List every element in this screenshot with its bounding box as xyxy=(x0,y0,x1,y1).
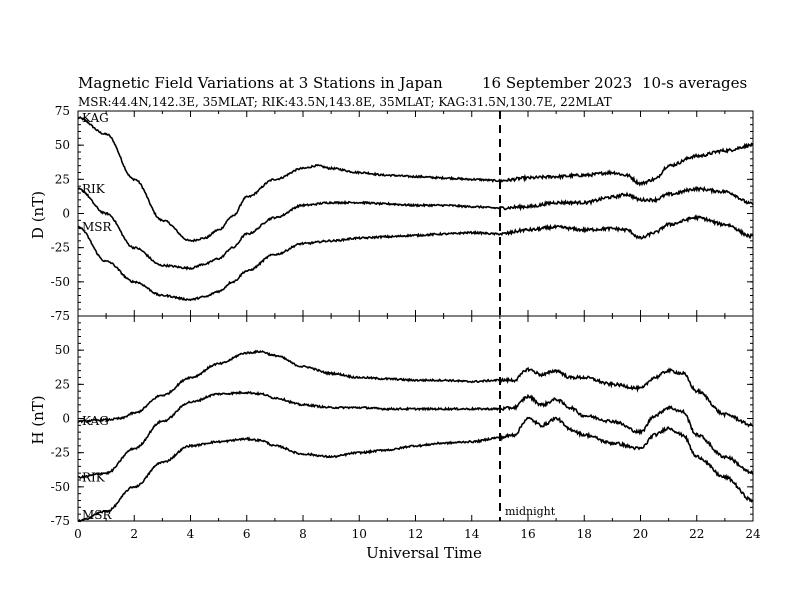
y-tick-label: -75 xyxy=(51,309,70,323)
series-line-D-MSR xyxy=(77,214,754,302)
x-tick-label: 20 xyxy=(633,527,648,541)
series-label-RIK: RIK xyxy=(82,182,106,196)
x-tick-label: 10 xyxy=(352,527,367,541)
y-tick-label: 75 xyxy=(55,104,70,118)
x-tick-label: 14 xyxy=(464,527,480,541)
y-tick-label: 0 xyxy=(62,207,70,221)
d-axis-label: D (nT) xyxy=(29,191,47,239)
y-tick-label: 50 xyxy=(55,343,70,357)
stations-line: MSR:44.4N,142.3E, 35MLAT; RIK:43.5N,143.… xyxy=(78,95,612,109)
x-tick-label: 4 xyxy=(187,527,195,541)
series-label-MSR: MSR xyxy=(82,220,113,234)
series-line-H-MSR xyxy=(78,416,754,523)
midnight-label: midnight xyxy=(505,505,556,518)
series-line-H-RIK xyxy=(77,390,754,480)
x-axis-label: Universal Time xyxy=(366,544,482,562)
h-axis-label: H (nT) xyxy=(29,395,47,444)
y-tick-label: 25 xyxy=(55,172,70,186)
x-tick-label: 22 xyxy=(689,527,704,541)
series-line-D-KAG xyxy=(77,116,754,243)
x-tick-label: 18 xyxy=(577,527,592,541)
x-tick-label: 6 xyxy=(243,527,251,541)
series-label-MSR: MSR xyxy=(82,508,113,522)
series-layer: KAG RIK MSR KAG RIK MSR xyxy=(77,111,754,523)
d-panel-frame xyxy=(77,110,754,317)
chart-averaging: 10-s averages xyxy=(642,74,747,92)
y-tick-label: -75 xyxy=(51,514,70,528)
x-tick-label: 12 xyxy=(408,527,423,541)
series-label-RIK: RIK xyxy=(82,470,106,484)
y-tick-label: 0 xyxy=(62,412,70,426)
series-line-D-RIK xyxy=(77,185,754,271)
y-tick-label: -50 xyxy=(51,275,70,289)
x-tick-label: 24 xyxy=(745,527,761,541)
series-label-KAG: KAG xyxy=(82,414,109,428)
x-tick-label: 0 xyxy=(74,527,82,541)
y-tick-label: -25 xyxy=(51,241,70,255)
x-tick-label: 2 xyxy=(130,527,138,541)
series-label-KAG: KAG xyxy=(82,111,109,125)
y-tick-label: -25 xyxy=(51,446,70,460)
x-tick-label: 8 xyxy=(299,527,307,541)
y-tick-label: -50 xyxy=(51,480,70,494)
chart-title: Magnetic Field Variations at 3 Stations … xyxy=(78,74,443,92)
y-tick-label: 50 xyxy=(55,138,70,152)
series-line-H-KAG xyxy=(77,349,754,428)
chart-date: 16 September 2023 xyxy=(482,74,632,92)
x-tick-label: 16 xyxy=(520,527,535,541)
y-tick-label: 25 xyxy=(55,377,70,391)
